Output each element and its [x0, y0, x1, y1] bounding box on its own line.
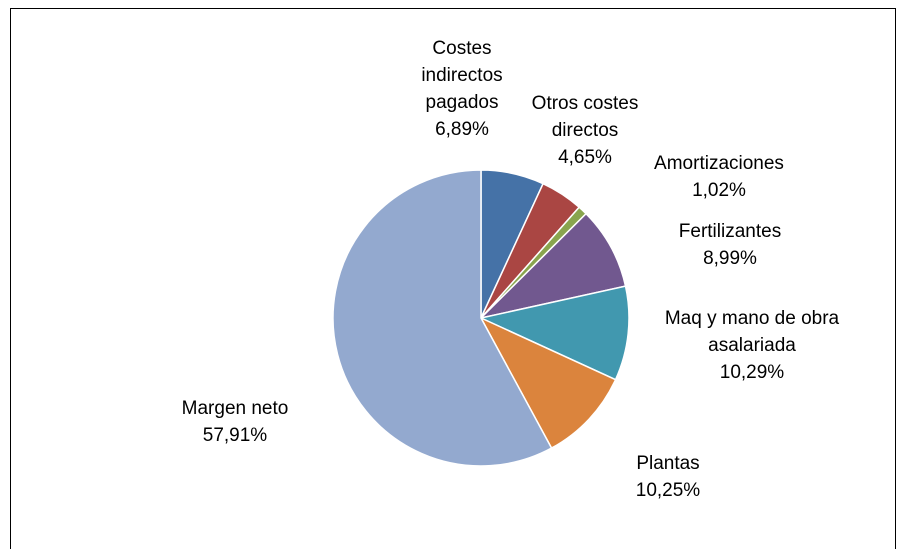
- pie-slice: [478, 285, 630, 381]
- category-label: Costes indirectos pagados: [421, 38, 503, 113]
- category-label: Fertilizantes: [678, 221, 782, 242]
- category-label: Margen neto: [181, 398, 289, 419]
- value-label: 8,99%: [703, 248, 757, 269]
- category-label: Amortizaciones: [654, 153, 784, 174]
- category-label: Plantas: [636, 453, 700, 474]
- value-label: 10,25%: [635, 480, 701, 501]
- pie-slice: [479, 316, 617, 450]
- pie-slice: [332, 169, 553, 467]
- value-label: 57,91%: [202, 425, 268, 446]
- value-label: 10,29%: [719, 362, 785, 383]
- slice-label: Plantas 10,25%: [568, 450, 768, 504]
- value-label: 4,65%: [558, 147, 612, 168]
- slice-label: Amortizaciones 1,02%: [619, 150, 819, 204]
- value-label: 1,02%: [692, 180, 746, 201]
- pie-slice: [478, 212, 627, 320]
- slice-label: Otros costes directos 4,65%: [515, 90, 655, 171]
- slice-label: Margen neto 57,91%: [135, 395, 335, 449]
- slice-label: Costes indirectos pagados 6,89%: [402, 35, 522, 143]
- slice-label: Fertilizantes 8,99%: [630, 218, 830, 272]
- value-label: 6,89%: [435, 119, 489, 140]
- chart-border: [10, 8, 896, 549]
- category-label: Otros costes directos: [531, 93, 639, 141]
- category-label: Maq y mano de obra asalariada: [664, 308, 840, 356]
- slice-label: Maq y mano de obra asalariada 10,29%: [662, 305, 842, 386]
